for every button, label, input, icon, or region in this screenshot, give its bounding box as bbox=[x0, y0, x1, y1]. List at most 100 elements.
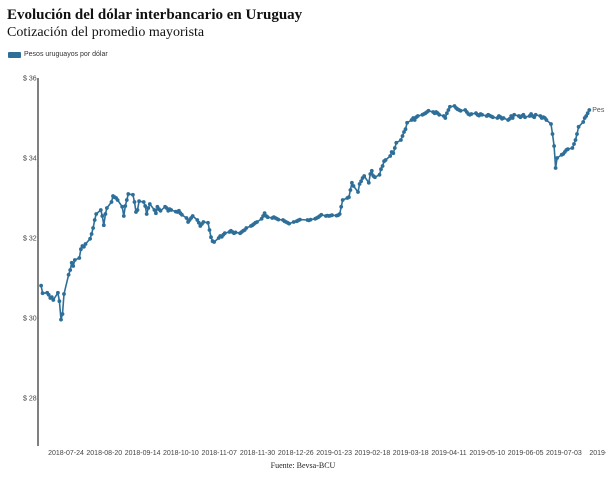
x-tick-label: 2019-01-23 bbox=[316, 450, 352, 457]
data-point bbox=[201, 220, 206, 224]
data-point bbox=[394, 140, 399, 145]
x-tick-label: 2019-04-11 bbox=[431, 450, 466, 457]
data-point bbox=[98, 208, 103, 212]
data-point bbox=[576, 124, 581, 129]
data-point bbox=[552, 144, 556, 148]
data-point bbox=[143, 204, 148, 208]
data-point bbox=[60, 312, 65, 316]
data-point bbox=[79, 247, 83, 252]
data-point bbox=[350, 180, 354, 185]
data-point bbox=[135, 208, 140, 212]
y-tick-label: $ 28 bbox=[23, 396, 37, 403]
x-tick-label: 2018-10-10 bbox=[163, 450, 199, 457]
data-point bbox=[501, 116, 506, 120]
data-point bbox=[347, 195, 351, 200]
data-point bbox=[190, 214, 195, 218]
data-point bbox=[137, 199, 142, 204]
data-point bbox=[550, 132, 555, 136]
data-point bbox=[366, 180, 371, 185]
data-point bbox=[448, 104, 452, 109]
data-point bbox=[132, 200, 137, 204]
data-point bbox=[152, 208, 157, 212]
data-point bbox=[141, 200, 146, 204]
data-point bbox=[356, 190, 360, 194]
data-point bbox=[233, 230, 238, 235]
data-point bbox=[412, 118, 417, 122]
data-point bbox=[91, 226, 95, 230]
data-point bbox=[403, 127, 408, 132]
data-point bbox=[147, 202, 152, 206]
data-point bbox=[581, 120, 586, 124]
data-point bbox=[57, 299, 62, 304]
data-point bbox=[298, 217, 302, 222]
x-tick-label: 2018-11-07 bbox=[202, 450, 237, 457]
data-point bbox=[373, 175, 377, 180]
data-point bbox=[507, 116, 512, 121]
data-point bbox=[405, 120, 409, 125]
data-point bbox=[169, 208, 174, 212]
data-point bbox=[380, 164, 385, 168]
data-point bbox=[49, 295, 54, 300]
data-point bbox=[115, 198, 120, 202]
data-point bbox=[458, 108, 463, 113]
data-point bbox=[400, 134, 405, 138]
data-point bbox=[362, 174, 367, 178]
x-tick-label: 2019-05-10 bbox=[469, 450, 505, 457]
data-point bbox=[437, 112, 442, 117]
data-point bbox=[209, 235, 213, 240]
data-point bbox=[377, 172, 382, 177]
data-point bbox=[415, 114, 420, 118]
data-point bbox=[512, 112, 517, 117]
data-point bbox=[480, 112, 484, 117]
data-point bbox=[146, 206, 151, 210]
data-point bbox=[340, 198, 345, 202]
x-tick-label: 2018-08-20 bbox=[86, 450, 122, 457]
data-point bbox=[120, 204, 125, 209]
data-point bbox=[158, 208, 163, 213]
data-point bbox=[46, 292, 51, 297]
data-point bbox=[77, 256, 82, 260]
data-point bbox=[383, 158, 388, 162]
data-point bbox=[207, 228, 212, 232]
data-point bbox=[276, 217, 281, 222]
data-point bbox=[123, 204, 128, 208]
data-point bbox=[573, 138, 578, 142]
data-point bbox=[469, 112, 474, 116]
legend-label: Pesos uruguayos por dólar bbox=[24, 51, 108, 58]
data-point bbox=[195, 218, 200, 222]
data-point bbox=[101, 223, 106, 228]
data-point bbox=[379, 167, 383, 172]
data-point bbox=[587, 108, 592, 112]
data-point bbox=[72, 258, 77, 262]
data-point bbox=[71, 264, 76, 268]
data-point bbox=[222, 231, 227, 236]
data-point bbox=[369, 168, 374, 173]
data-point bbox=[555, 156, 559, 160]
data-point bbox=[51, 298, 56, 302]
series-end-label: Pes bbox=[592, 107, 605, 114]
data-point bbox=[523, 115, 527, 120]
data-point bbox=[265, 215, 270, 220]
data-point bbox=[154, 211, 158, 216]
data-point bbox=[549, 122, 553, 126]
data-point bbox=[244, 226, 249, 230]
data-point bbox=[399, 138, 403, 142]
data-point bbox=[69, 260, 74, 265]
legend: Pesos uruguayos por dólar bbox=[8, 51, 108, 58]
data-point bbox=[319, 212, 324, 217]
data-point bbox=[391, 151, 396, 156]
data-point bbox=[124, 198, 129, 202]
data-point bbox=[82, 244, 86, 249]
data-point bbox=[443, 116, 448, 120]
data-point bbox=[584, 114, 589, 118]
data-point bbox=[259, 216, 264, 221]
data-point bbox=[56, 290, 60, 295]
data-point bbox=[330, 213, 334, 218]
x-tick-label: 2018-11-30 bbox=[240, 450, 275, 457]
x-tick-label: 2019-07-03 bbox=[546, 450, 582, 457]
data-point bbox=[184, 216, 189, 220]
data-point bbox=[490, 115, 495, 120]
data-point bbox=[68, 268, 73, 272]
data-point bbox=[392, 146, 397, 150]
data-point bbox=[308, 217, 313, 222]
